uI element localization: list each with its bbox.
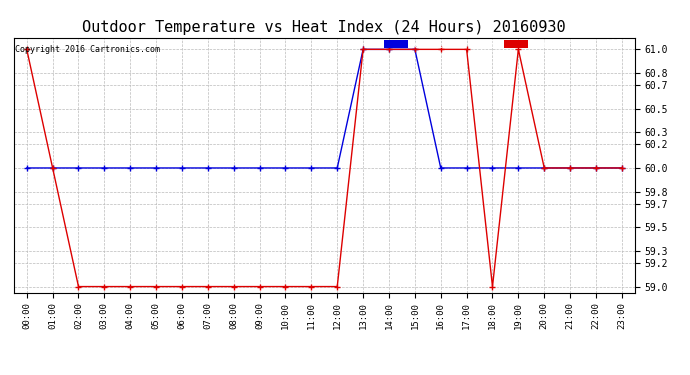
Text: Copyright 2016 Cartronics.com: Copyright 2016 Cartronics.com — [15, 45, 160, 54]
Legend: Heat Index  (°F), Temperature  (°F): Heat Index (°F), Temperature (°F) — [382, 37, 630, 51]
Title: Outdoor Temperature vs Heat Index (24 Hours) 20160930: Outdoor Temperature vs Heat Index (24 Ho… — [83, 20, 566, 35]
